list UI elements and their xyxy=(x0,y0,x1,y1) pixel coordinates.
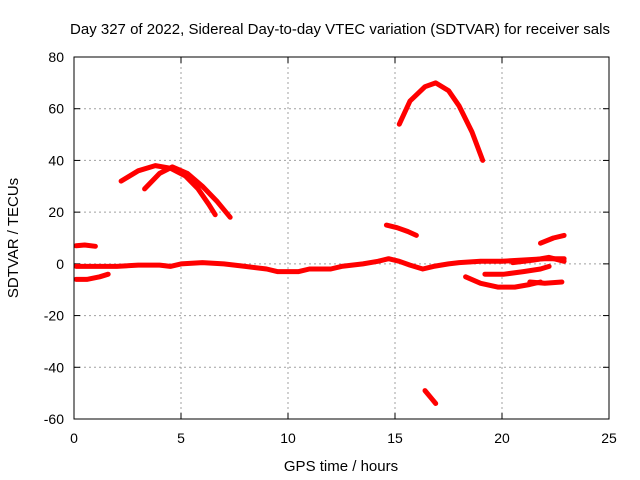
y-tick-label: 80 xyxy=(48,49,64,65)
x-tick-label: 25 xyxy=(601,430,617,446)
x-tick-label: 0 xyxy=(70,430,78,446)
series-arc-baseline xyxy=(73,256,567,275)
series-arc-big-hump xyxy=(396,80,486,163)
chart-title: Day 327 of 2022, Sidereal Day-to-day VTE… xyxy=(70,21,610,38)
series-arc-mid-right xyxy=(383,222,419,238)
y-tick-label: -60 xyxy=(44,411,64,427)
y-axis-label: SDTVAR / TECUs xyxy=(5,178,22,298)
y-tick-label: -40 xyxy=(44,359,64,375)
plot-frame xyxy=(73,56,610,420)
series-arc-right-bottom xyxy=(527,279,565,286)
series-arc-low-spike xyxy=(422,388,439,406)
y-tick-label: 20 xyxy=(48,204,64,220)
y-tick-label: 0 xyxy=(56,256,64,272)
series-arc-right-zero xyxy=(510,254,567,266)
x-tick-label: 15 xyxy=(387,430,403,446)
series-arc-right-lower xyxy=(482,263,552,277)
x-tick-label: 5 xyxy=(177,430,185,446)
x-tick-label: 10 xyxy=(280,430,296,446)
series-arc-left-bottom xyxy=(73,271,111,282)
y-tick-label: -20 xyxy=(44,308,64,324)
x-axis-label: GPS time / hours xyxy=(284,458,398,475)
data-series xyxy=(73,80,567,406)
y-tick-label: 40 xyxy=(48,152,64,168)
series-arc-hump-2 xyxy=(142,164,233,220)
series-arc-hump-1 xyxy=(118,163,218,218)
y-tick-label: 60 xyxy=(48,101,64,117)
y-tick-labels: -60 -40 -20 0 20 40 60 80 xyxy=(44,49,64,427)
x-tick-labels: 0 5 10 15 20 25 xyxy=(70,430,617,446)
series-arc-right-upper xyxy=(538,232,567,246)
series-arc-left-top xyxy=(73,242,98,249)
x-tick-label: 20 xyxy=(494,430,510,446)
